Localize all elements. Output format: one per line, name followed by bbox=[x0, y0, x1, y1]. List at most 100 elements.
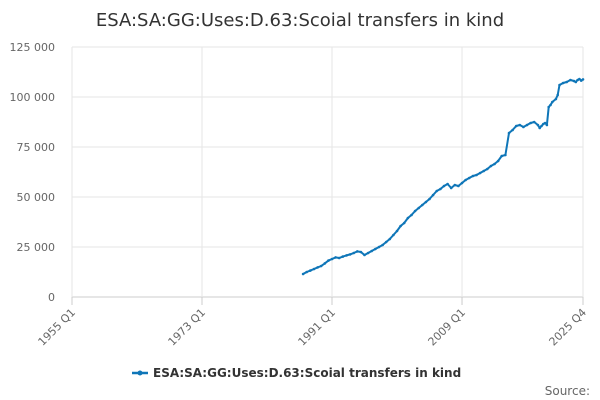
legend-label: ESA:SA:GG:Uses:D.63:Scoial transfers in … bbox=[153, 366, 461, 380]
data-point[interactable] bbox=[392, 233, 395, 237]
data-point[interactable] bbox=[330, 257, 334, 261]
data-point[interactable] bbox=[581, 78, 585, 81]
data-point[interactable] bbox=[337, 256, 341, 260]
data-point[interactable] bbox=[384, 240, 388, 244]
data-point[interactable] bbox=[431, 193, 435, 197]
data-point[interactable] bbox=[453, 183, 457, 187]
data-point[interactable] bbox=[399, 224, 402, 228]
data-point[interactable] bbox=[428, 197, 431, 201]
data-point[interactable] bbox=[309, 269, 312, 272]
data-point[interactable] bbox=[565, 80, 568, 84]
data-point[interactable] bbox=[352, 251, 356, 255]
data-point[interactable] bbox=[554, 97, 558, 101]
data-point[interactable] bbox=[511, 128, 514, 132]
data-point[interactable] bbox=[363, 253, 366, 257]
legend[interactable]: ESA:SA:GG:Uses:D.63:Scoial transfers in … bbox=[132, 366, 461, 380]
series-line[interactable] bbox=[302, 78, 584, 275]
data-point[interactable] bbox=[449, 186, 453, 190]
data-point[interactable] bbox=[522, 125, 525, 129]
data-point[interactable] bbox=[464, 178, 467, 182]
data-point[interactable] bbox=[540, 124, 543, 128]
data-point[interactable] bbox=[500, 154, 504, 158]
data-point[interactable] bbox=[545, 123, 549, 127]
data-point[interactable] bbox=[569, 78, 572, 82]
x-tick-label: 1973 Q1 bbox=[166, 306, 209, 349]
data-point[interactable] bbox=[424, 200, 428, 204]
data-point[interactable] bbox=[496, 159, 500, 163]
data-point[interactable] bbox=[543, 121, 547, 125]
data-point[interactable] bbox=[406, 216, 410, 220]
data-point[interactable] bbox=[356, 250, 359, 253]
data-point[interactable] bbox=[549, 103, 552, 107]
data-point[interactable] bbox=[558, 83, 561, 87]
data-point[interactable] bbox=[370, 249, 374, 253]
legend-marker bbox=[137, 370, 143, 376]
data-point[interactable] bbox=[475, 173, 478, 177]
data-point[interactable] bbox=[417, 206, 421, 210]
data-point[interactable] bbox=[504, 153, 507, 157]
grid bbox=[71, 46, 584, 298]
data-point[interactable] bbox=[578, 77, 581, 81]
data-point[interactable] bbox=[471, 174, 475, 178]
plot-area bbox=[301, 77, 585, 276]
data-point[interactable] bbox=[327, 259, 330, 262]
data-point[interactable] bbox=[486, 167, 489, 171]
data-point[interactable] bbox=[457, 184, 460, 188]
y-tick-label: 100 000 bbox=[10, 91, 56, 104]
data-point[interactable] bbox=[305, 270, 309, 274]
data-point[interactable] bbox=[482, 169, 486, 173]
y-axis: 0 25 000 50 000 75 000 100 000 125 000 bbox=[10, 41, 56, 304]
chart-title: ESA:SA:GG:Uses:D.63:Scoial transfers in … bbox=[96, 10, 504, 31]
data-point[interactable] bbox=[525, 123, 529, 127]
data-point[interactable] bbox=[551, 100, 554, 104]
data-point[interactable] bbox=[301, 272, 305, 276]
data-point[interactable] bbox=[413, 209, 417, 213]
data-point[interactable] bbox=[547, 105, 550, 109]
data-point[interactable] bbox=[460, 181, 464, 185]
data-point[interactable] bbox=[529, 121, 532, 125]
data-point[interactable] bbox=[323, 262, 327, 265]
data-point[interactable] bbox=[381, 243, 384, 247]
x-tick-label: 1991 Q1 bbox=[296, 306, 339, 349]
data-point[interactable] bbox=[395, 229, 399, 233]
data-point[interactable] bbox=[421, 203, 424, 207]
data-point[interactable] bbox=[489, 164, 493, 168]
data-point[interactable] bbox=[402, 221, 406, 225]
data-point[interactable] bbox=[467, 176, 471, 180]
data-point[interactable] bbox=[478, 171, 482, 175]
data-point[interactable] bbox=[435, 189, 439, 193]
y-tick-label: 50 000 bbox=[17, 191, 56, 204]
data-point[interactable] bbox=[341, 255, 345, 258]
data-point[interactable] bbox=[377, 245, 381, 249]
data-point[interactable] bbox=[388, 237, 392, 241]
x-tick-label: 2025 Q4 bbox=[547, 306, 590, 349]
y-tick-label: 0 bbox=[48, 291, 55, 304]
data-point[interactable] bbox=[532, 120, 536, 124]
data-point[interactable] bbox=[574, 80, 578, 84]
data-point[interactable] bbox=[345, 254, 348, 257]
source-label: Source: bbox=[545, 384, 590, 398]
data-point[interactable] bbox=[493, 162, 496, 166]
data-point[interactable] bbox=[316, 266, 319, 269]
data-point[interactable] bbox=[536, 123, 540, 127]
data-point[interactable] bbox=[446, 182, 449, 186]
data-point[interactable] bbox=[556, 93, 559, 97]
data-point[interactable] bbox=[442, 184, 446, 188]
data-point[interactable] bbox=[359, 250, 363, 254]
data-point[interactable] bbox=[319, 264, 323, 268]
data-point[interactable] bbox=[348, 253, 352, 256]
data-point[interactable] bbox=[538, 126, 541, 130]
data-point[interactable] bbox=[518, 123, 522, 127]
data-point[interactable] bbox=[334, 256, 337, 259]
data-point[interactable] bbox=[366, 251, 370, 255]
data-point[interactable] bbox=[439, 187, 442, 191]
data-point[interactable] bbox=[507, 131, 511, 135]
data-point[interactable] bbox=[374, 247, 377, 251]
data-point[interactable] bbox=[514, 124, 518, 128]
data-point[interactable] bbox=[561, 81, 565, 85]
y-tick-label: 125 000 bbox=[10, 41, 56, 54]
data-point[interactable] bbox=[410, 213, 413, 217]
x-axis: 1955 Q1 1973 Q1 1991 Q1 2009 Q1 2025 Q4 bbox=[36, 297, 590, 349]
x-tick-label: 2009 Q1 bbox=[426, 306, 469, 349]
data-point[interactable] bbox=[312, 267, 316, 271]
